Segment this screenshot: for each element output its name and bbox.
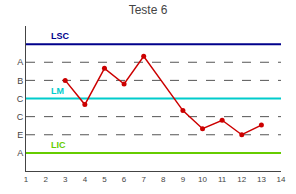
svg-text:10: 10 [198,175,207,184]
svg-text:1: 1 [24,175,29,184]
svg-text:LSC: LSC [51,31,70,41]
svg-text:3: 3 [63,175,68,184]
svg-text:5: 5 [102,175,107,184]
svg-text:8: 8 [161,175,166,184]
svg-text:12: 12 [237,175,246,184]
svg-text:14: 14 [277,175,286,184]
svg-text:B: B [17,76,23,86]
svg-text:LIC: LIC [51,140,66,150]
svg-text:11: 11 [218,175,227,184]
svg-text:4: 4 [83,175,88,184]
svg-text:E: E [17,130,23,140]
svg-text:C: C [17,112,24,122]
svg-text:C: C [17,94,24,104]
svg-text:A: A [17,57,23,67]
svg-text:2: 2 [43,175,48,184]
svg-text:A: A [17,148,23,158]
svg-text:7: 7 [141,175,146,184]
svg-text:Teste 6: Teste 6 [129,3,168,17]
svg-text:9: 9 [181,175,186,184]
svg-text:6: 6 [122,175,127,184]
svg-text:LM: LM [51,86,64,96]
svg-text:13: 13 [257,175,266,184]
